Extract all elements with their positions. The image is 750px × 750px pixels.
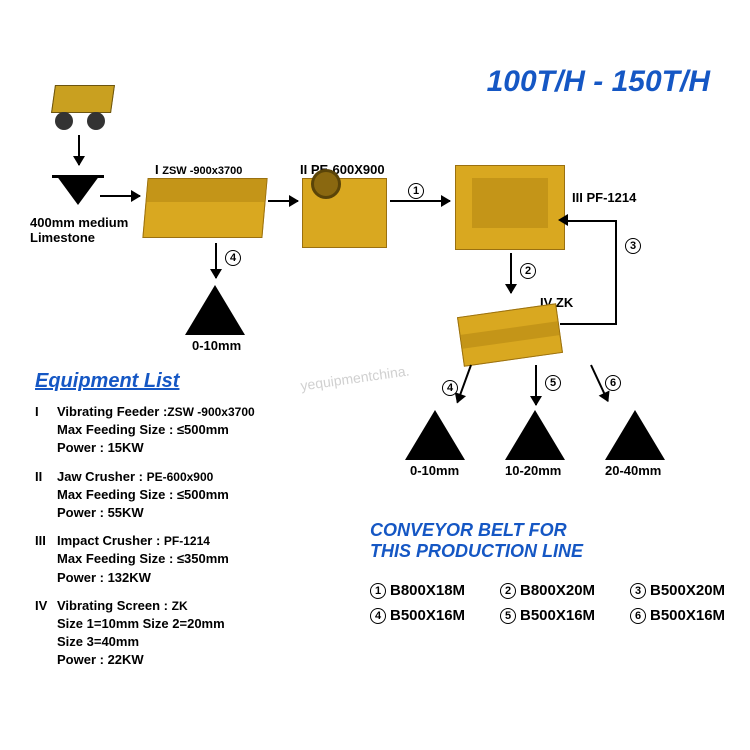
conveyor-belt-item: 6B500X16M [630, 607, 740, 624]
conveyor-title-2: THIS PRODUCTION LINE [370, 541, 740, 562]
flow-num-1: 1 [408, 183, 424, 199]
flow-num-4b: 4 [442, 380, 458, 396]
arrow-screen-out5 [535, 365, 537, 405]
vibrating-screen-icon [457, 303, 563, 366]
arrow-truck-hopper [78, 135, 80, 165]
flow-num-3: 3 [625, 238, 641, 254]
impact-crusher-icon [455, 165, 565, 250]
arrow-return [615, 220, 617, 325]
output-a-label: 0-10mm [192, 338, 241, 353]
conveyor-belt-item: 1B800X18M [370, 582, 480, 599]
equipment-list-item: IVibrating Feeder :ZSW -900x3700Max Feed… [35, 403, 375, 458]
machine-iii-label: III PF-1214 [572, 190, 636, 205]
flow-num-5: 5 [545, 375, 561, 391]
vibrating-feeder-icon [142, 178, 267, 238]
output-d-label: 20-40mm [605, 463, 661, 478]
output-c-label: 10-20mm [505, 463, 561, 478]
conveyor-belt-item: 2B800X20M [500, 582, 610, 599]
equipment-list-item: IIIImpact Crusher : PF-1214Max Feeding S… [35, 532, 375, 587]
arrow-impact-screen [510, 253, 512, 293]
output-triangle-a [185, 285, 245, 335]
hopper-icon [56, 175, 100, 205]
arrow-jaw-impact [390, 200, 450, 202]
flow-num-6: 6 [605, 375, 621, 391]
conveyor-belt-item: 3B500X20M [630, 582, 740, 599]
output-b-label: 0-10mm [410, 463, 459, 478]
machine-i-label: I ZSW -900x3700 [155, 162, 242, 177]
arrow-screen-out4 [456, 365, 472, 403]
conveyor-title-1: CONVEYOR BELT FOR [370, 520, 740, 541]
equipment-list-item: IIJaw Crusher : PE-600x900Max Feeding Si… [35, 468, 375, 523]
capacity-title: 100T/H - 150T/H [487, 65, 710, 99]
conveyor-section: CONVEYOR BELT FOR THIS PRODUCTION LINE 1… [370, 520, 740, 624]
output-triangle-b [405, 410, 465, 460]
equipment-list-title: Equipment List [35, 370, 375, 393]
arrow-hopper-feeder [100, 195, 140, 197]
output-triangle-d [605, 410, 665, 460]
flow-num-2: 2 [520, 263, 536, 279]
conveyor-belt-item: 4B500X16M [370, 607, 480, 624]
jaw-crusher-icon [302, 178, 387, 248]
flow-num-4a: 4 [225, 250, 241, 266]
arrow-feeder-output [215, 243, 217, 278]
equipment-list-item: IVVibrating Screen : ZKSize 1=10mm Size … [35, 597, 375, 670]
arrow-feeder-jaw [268, 200, 298, 202]
input-material-label: 400mm medium Limestone [30, 215, 128, 245]
equipment-list-section: Equipment List IVibrating Feeder :ZSW -9… [35, 370, 375, 679]
output-triangle-c [505, 410, 565, 460]
dump-truck-icon [45, 75, 120, 130]
conveyor-belt-item: 5B500X16M [500, 607, 610, 624]
